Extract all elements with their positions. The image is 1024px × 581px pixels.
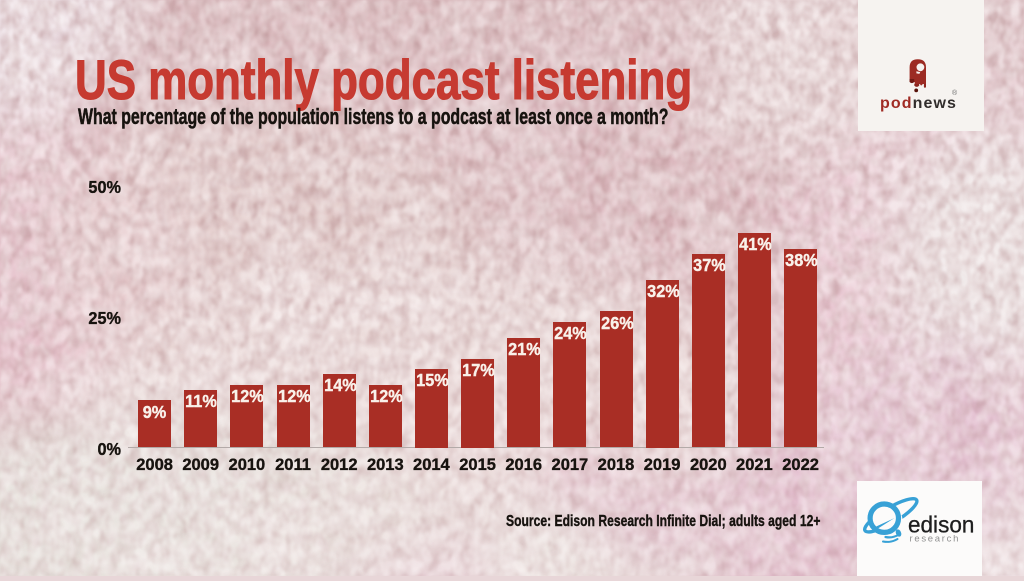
svg-text:edison: edison [908,511,974,537]
svg-text:research: research [910,533,961,544]
